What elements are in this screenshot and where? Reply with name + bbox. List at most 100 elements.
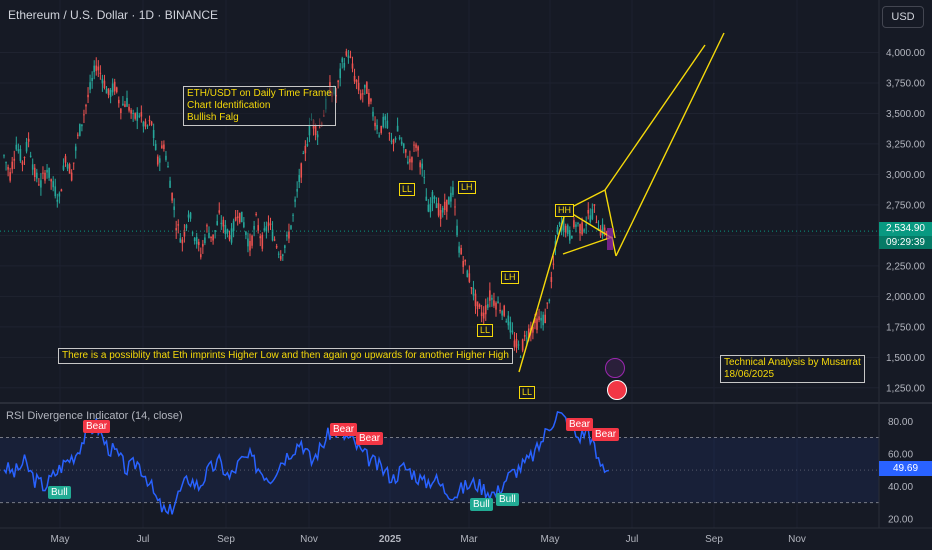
- rsi-tick-label: 40.00: [888, 482, 913, 493]
- candle-body: [238, 212, 241, 223]
- time-tick-label: May: [541, 534, 560, 545]
- candle-body: [542, 314, 544, 326]
- candle-body: [355, 79, 358, 83]
- candle-body: [396, 125, 399, 132]
- candle-body: [376, 125, 378, 130]
- candle-body: [187, 214, 190, 218]
- candle-body: [509, 321, 512, 333]
- price-tick-label: 1,750.00: [886, 322, 925, 333]
- candle-body: [68, 164, 71, 174]
- author-note: Technical Analysis by Musarrat 18/06/202…: [720, 355, 865, 383]
- candle-body: [7, 167, 9, 170]
- candle-body: [538, 316, 540, 321]
- candle-body: [29, 155, 32, 157]
- flag-icon[interactable]: [607, 380, 627, 400]
- candle-body: [446, 199, 448, 212]
- candle-body: [300, 163, 303, 178]
- candle-body: [91, 77, 93, 81]
- candle-body: [288, 231, 290, 239]
- candle-body: [200, 254, 202, 258]
- candle-body: [111, 83, 114, 93]
- candle-body: [216, 221, 218, 226]
- candle-body: [89, 82, 91, 90]
- candle-body: [185, 224, 188, 229]
- currency-button[interactable]: USD: [882, 6, 924, 28]
- candle-body: [433, 196, 436, 199]
- candle-body: [265, 226, 268, 232]
- candle-body: [220, 222, 223, 225]
- candle-body: [163, 144, 165, 149]
- candle-body: [218, 210, 221, 213]
- candle-body: [400, 141, 403, 145]
- candle-body: [386, 120, 389, 129]
- candle-body: [259, 236, 262, 239]
- candle-body: [230, 228, 233, 243]
- rsi-tick-label: 60.00: [888, 449, 913, 460]
- candle-body: [441, 208, 444, 213]
- candle-body: [546, 302, 549, 304]
- candle-body: [21, 161, 24, 165]
- candle-body: [255, 213, 257, 215]
- candle-body: [347, 55, 350, 58]
- candle-body: [83, 114, 85, 116]
- candle-body: [134, 113, 136, 119]
- bull-signal: Bull: [48, 486, 71, 499]
- candle-body: [183, 229, 186, 237]
- candle-body: [378, 135, 380, 137]
- candle-body: [191, 232, 194, 234]
- price-tick-label: 3,000.00: [886, 170, 925, 181]
- candle-body: [359, 93, 362, 99]
- candle-body: [294, 199, 296, 202]
- candle-body: [489, 290, 491, 301]
- candle-body: [495, 302, 497, 310]
- candle-body: [234, 217, 237, 221]
- candle-body: [189, 212, 192, 219]
- time-tick-label: Jul: [626, 534, 639, 545]
- candle-body: [431, 192, 434, 204]
- candle-body: [351, 63, 354, 69]
- price-candles: [0, 48, 879, 358]
- candle-body: [267, 222, 270, 227]
- candle-body: [282, 254, 284, 256]
- candle-body: [314, 125, 317, 135]
- candle-body: [478, 304, 481, 307]
- candle-body: [470, 287, 473, 289]
- candle-body: [407, 161, 409, 164]
- candle-body: [487, 304, 489, 308]
- candle-body: [556, 227, 559, 234]
- candle-body: [571, 235, 573, 239]
- rsi-indicator-title: RSI Divergence Indicator (14, close): [6, 410, 183, 422]
- candle-body: [13, 158, 16, 161]
- candle-body: [353, 75, 356, 82]
- candle-body: [569, 230, 571, 241]
- candle-body: [402, 143, 405, 148]
- candle-body: [247, 238, 249, 247]
- candle-body: [17, 149, 20, 152]
- candle-body: [585, 224, 587, 226]
- setup-note-line: Chart Identification: [187, 100, 271, 111]
- candle-body: [224, 224, 227, 235]
- candle-body: [413, 144, 415, 146]
- candle-body: [458, 246, 460, 253]
- candle-body: [277, 253, 280, 255]
- candle-body: [3, 155, 5, 157]
- candle-body: [70, 172, 73, 181]
- candle-body: [521, 339, 524, 351]
- candle-body: [460, 247, 462, 255]
- label-lh: LH: [501, 271, 519, 284]
- candle-body: [515, 338, 518, 349]
- lightning-icon[interactable]: [605, 358, 625, 378]
- candle-body: [99, 72, 102, 74]
- candle-body: [136, 112, 139, 121]
- candle-body: [50, 179, 52, 182]
- candle-body: [33, 167, 36, 177]
- candle-body: [56, 199, 59, 202]
- candle-body: [232, 220, 235, 232]
- candle-body: [304, 145, 307, 154]
- candle-body: [181, 239, 184, 244]
- candle-body: [105, 88, 108, 94]
- candle-body: [161, 145, 163, 149]
- setup-note: ETH/USDT on Daily Time Frame Chart Ident…: [183, 86, 336, 126]
- candle-body: [601, 224, 604, 236]
